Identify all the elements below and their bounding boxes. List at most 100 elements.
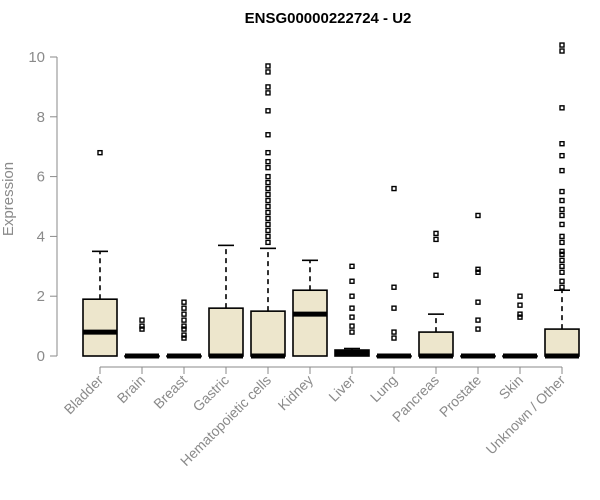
box-group <box>334 263 370 357</box>
outlier-point <box>349 305 355 311</box>
outlier-point <box>559 105 565 111</box>
outlier-point <box>139 323 145 329</box>
outlier-point <box>265 149 271 156</box>
outlier-point <box>265 108 271 114</box>
outlier-point <box>559 206 565 213</box>
outlier-point <box>181 332 187 338</box>
outlier-point <box>265 203 271 210</box>
outlier-point <box>475 317 481 323</box>
outlier-point <box>517 293 523 299</box>
outlier-point <box>181 317 187 323</box>
outlier-point <box>391 284 397 290</box>
outlier-point <box>349 314 355 320</box>
outlier-point <box>265 90 271 96</box>
outlier-point <box>265 158 271 165</box>
x-tick-label: Lung <box>367 372 400 405</box>
outlier-point <box>265 209 271 216</box>
y-tick-label: 8 <box>37 109 45 126</box>
y-tick-label: 2 <box>37 288 45 305</box>
x-tick-label: Breast <box>150 372 190 412</box>
box-group <box>82 149 118 357</box>
outlier-point <box>433 230 439 237</box>
x-tick-label: Skin <box>496 372 527 403</box>
outlier-point <box>475 269 481 275</box>
outlier-point <box>181 323 187 329</box>
outlier-point <box>559 221 565 228</box>
outlier-point <box>349 323 355 329</box>
box-group <box>376 185 412 359</box>
outlier-point <box>559 278 565 284</box>
outlier-point <box>391 305 397 311</box>
box-rect <box>208 307 244 357</box>
x-tick-label: Pancreas <box>389 372 442 425</box>
y-tick-label: 6 <box>37 169 45 186</box>
box-group <box>502 293 538 359</box>
outlier-point <box>559 188 565 195</box>
outlier-point <box>265 173 271 180</box>
y-axis: 0 2 4 6 8 10 <box>28 49 58 365</box>
x-tick-label: Brain <box>114 372 148 406</box>
outlier-point <box>349 263 355 269</box>
x-tick-label: Unknown / Other <box>483 372 569 458</box>
box-group <box>250 63 286 359</box>
outlier-point <box>265 191 271 198</box>
outlier-point <box>559 167 565 174</box>
outlier-point <box>265 227 271 234</box>
outlier-point <box>265 132 271 138</box>
outlier-point <box>181 299 187 305</box>
y-tick-label: 4 <box>37 228 45 245</box>
outlier-point <box>559 48 565 54</box>
y-axis-label: Expression <box>0 162 17 236</box>
outlier-point <box>181 305 187 311</box>
outlier-point <box>349 329 355 335</box>
outlier-point <box>181 335 187 341</box>
outlier-point <box>517 314 523 320</box>
outlier-point <box>559 248 565 255</box>
outlier-point <box>475 326 481 332</box>
outlier-point <box>265 63 271 69</box>
outlier-point <box>139 326 145 332</box>
box-group <box>544 42 580 359</box>
outlier-point <box>517 302 523 308</box>
x-tick-label: Liver <box>325 372 358 405</box>
y-tick-label: 0 <box>37 348 45 365</box>
box-group <box>292 259 328 357</box>
outlier-point <box>391 335 397 341</box>
outlier-point <box>559 239 565 246</box>
outlier-point <box>475 299 481 305</box>
outlier-point <box>559 212 565 219</box>
outlier-point <box>559 233 565 240</box>
outlier-point <box>97 149 103 156</box>
outlier-point <box>181 326 187 332</box>
outlier-point <box>433 272 439 278</box>
outlier-point <box>265 197 271 204</box>
box-group <box>418 230 454 359</box>
outlier-point <box>265 233 271 240</box>
outlier-point <box>559 251 565 258</box>
box-rect <box>544 328 580 357</box>
outlier-point <box>559 141 565 147</box>
y-tick-label: 10 <box>28 49 45 66</box>
outlier-point <box>139 317 145 323</box>
outlier-point <box>265 221 271 228</box>
outlier-point <box>559 197 565 204</box>
outlier-point <box>517 311 523 317</box>
outlier-point <box>433 236 439 243</box>
box-group <box>166 299 202 359</box>
x-tick-label: Kidney <box>275 372 317 414</box>
outlier-point <box>475 212 481 219</box>
box-rect <box>418 331 454 357</box>
outlier-point <box>391 185 397 192</box>
outlier-point <box>559 42 565 48</box>
outlier-point <box>265 239 271 246</box>
outlier-point <box>265 179 271 186</box>
outlier-point <box>265 215 271 222</box>
outlier-point <box>181 311 187 317</box>
box-rect <box>292 289 328 357</box>
outlier-point <box>349 278 355 284</box>
outlier-point <box>475 266 481 272</box>
outlier-point <box>265 84 271 90</box>
boxes-group <box>82 42 580 359</box>
